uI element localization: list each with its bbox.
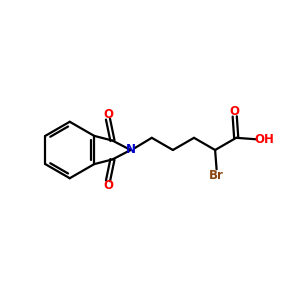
Text: OH: OH (254, 133, 274, 146)
Text: O: O (103, 108, 113, 121)
Text: O: O (230, 105, 240, 118)
Text: Br: Br (209, 169, 224, 182)
Text: O: O (103, 179, 113, 192)
Text: N: N (126, 143, 136, 156)
